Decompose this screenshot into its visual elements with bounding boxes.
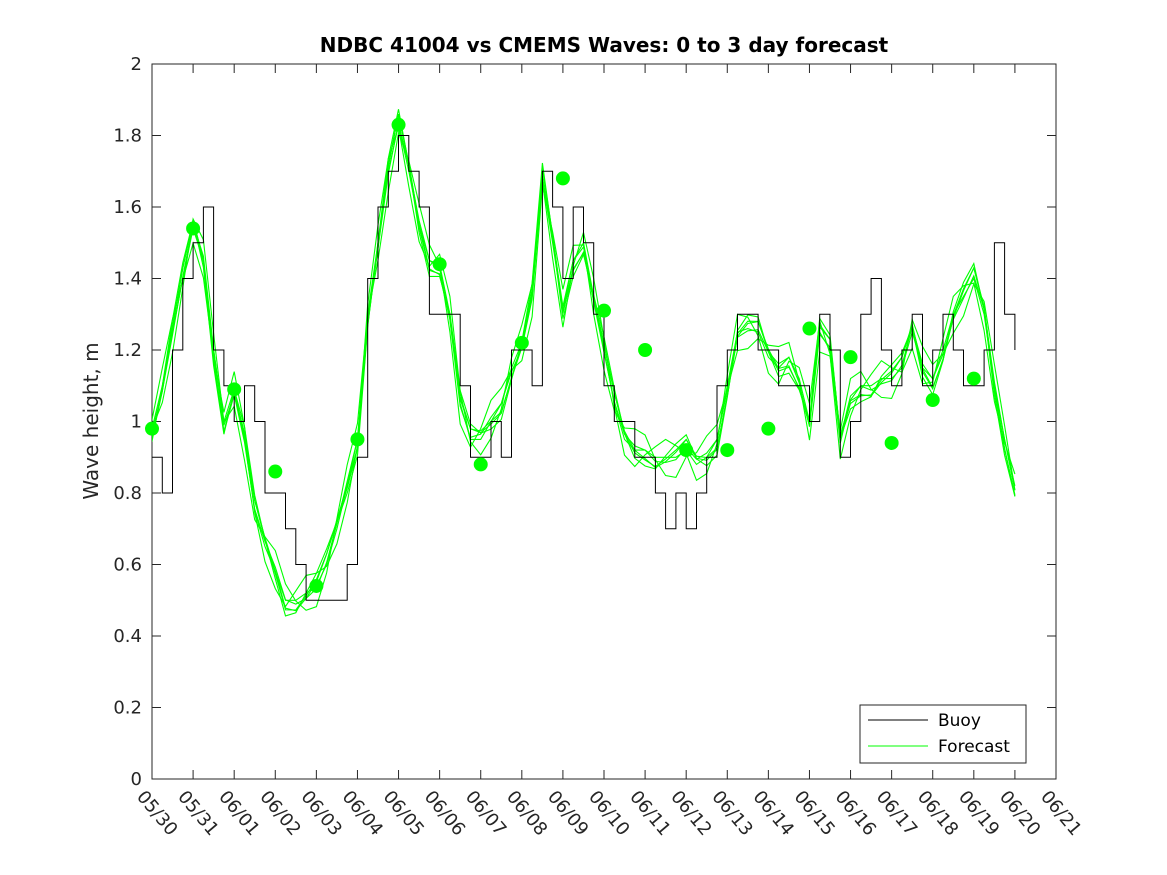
y-tick-label: 0.2 [113,698,142,719]
legend: Buoy Forecast [859,704,1027,764]
x-tick-label: 06/06 [420,787,469,840]
y-tick-label: 1 [131,412,142,433]
plot-frame [151,63,1057,780]
forecast-marker [309,578,324,593]
forecast-marker [391,117,406,132]
forecast-marker [227,382,242,397]
legend-buoy-label: Buoy [938,711,981,731]
y-tick-label: 2 [131,54,142,75]
forecast-marker [514,335,529,350]
x-tick-label: 06/21 [1036,787,1085,840]
x-tick-label: 05/31 [173,787,222,840]
series-layer [145,109,1016,617]
forecast-marker [720,443,735,458]
buoy-line [152,135,1016,601]
x-tick-label: 06/18 [913,787,962,840]
x-tick-label: 06/20 [995,787,1044,840]
x-tick-label: 06/10 [584,787,633,840]
plot-area [151,63,1057,780]
y-tick-label: 0.6 [113,555,142,576]
x-tick-label: 06/03 [297,787,346,840]
legend-forecast-label: Forecast [938,737,1010,757]
x-tick-label: 06/11 [625,787,674,840]
forecast-line [152,122,1016,605]
x-tick-label: 06/12 [666,787,715,840]
forecast-marker [966,371,981,386]
forecast-marker [802,321,817,336]
forecast-marker [473,457,488,472]
x-tick-label: 06/07 [461,787,510,840]
y-tick-label: 1.4 [113,269,142,290]
forecast-marker [186,221,201,236]
forecast-marker [638,343,653,357]
forecast-marker [432,257,447,272]
forecast-marker [145,421,159,436]
y-axis-label: Wave height, m [79,342,103,499]
y-tick-label: 0.4 [113,626,142,647]
x-tick-label: 06/09 [543,787,592,840]
x-tick-label: 06/01 [214,787,263,840]
x-tick-label: 06/15 [790,787,839,840]
y-tick-label: 0 [131,769,142,790]
x-tick-label: 06/14 [749,787,798,840]
x-tick-label: 06/13 [707,787,756,840]
y-tick-label: 1.6 [113,197,142,218]
x-tick-label: 06/05 [379,787,428,840]
forecast-line [152,113,1016,611]
legend-box [859,704,1027,764]
y-tick-label: 1.2 [113,340,142,361]
forecast-marker [925,393,940,408]
forecast-marker [884,435,899,450]
forecast-marker [555,171,570,186]
forecast-marker [268,464,283,479]
y-tick-label: 0.8 [113,483,142,504]
forecast-marker [843,350,858,365]
forecast-marker [350,432,365,447]
x-tick-label: 06/04 [338,787,387,840]
forecast-marker [761,421,776,436]
forecast-marker [679,443,694,458]
y-axis: 0 0.2 0.4 0.6 0.8 1 1.2 1.4 1.6 1.8 2 [113,54,1056,790]
x-tick-label: 06/19 [954,787,1003,840]
x-tick-label: 06/17 [872,787,921,840]
forecast-marker [597,303,611,318]
x-tick-label: 06/08 [502,787,551,840]
forecast-line [152,109,1016,617]
x-tick-label: 06/02 [255,787,304,840]
y-tick-label: 1.8 [113,126,142,147]
chart-title: NDBC 41004 vs CMEMS Waves: 0 to 3 day fo… [320,33,889,57]
x-tick-label: 06/16 [831,787,880,840]
x-tick-label: 05/30 [132,787,181,840]
